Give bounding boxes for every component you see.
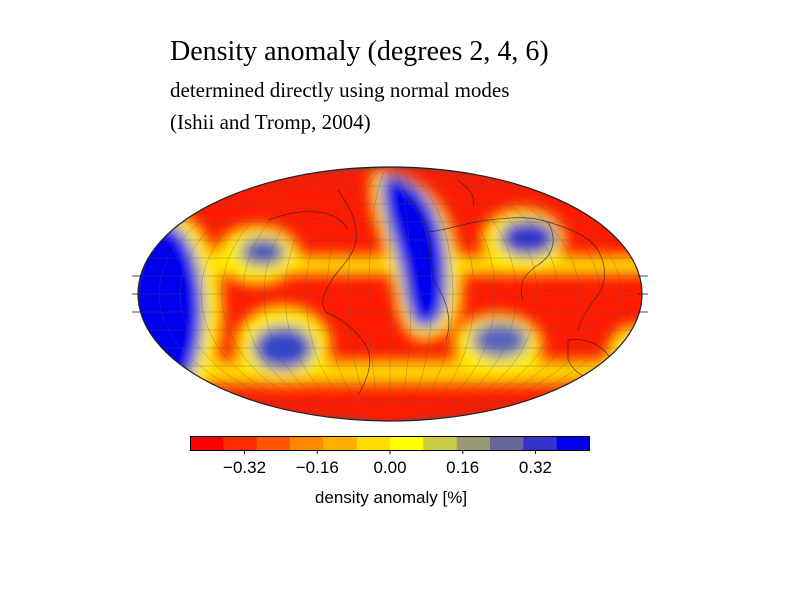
colorbar-swatch xyxy=(223,436,258,451)
map-graticule xyxy=(138,167,642,421)
density-anomaly-map xyxy=(132,166,648,422)
colorbar-swatch xyxy=(423,436,458,451)
figure-citation: (Ishii and Tromp, 2004) xyxy=(170,110,371,134)
colorbar-tick-label: 0.32 xyxy=(518,458,552,477)
map-edge-ticks xyxy=(132,275,648,313)
colorbar-swatch xyxy=(556,436,590,451)
colorbar-tick-label: 0.00 xyxy=(373,458,407,477)
colorbar-swatch xyxy=(256,436,291,451)
colorbar-label: density anomaly [%] xyxy=(314,488,468,507)
colorbar-swatch xyxy=(390,436,424,451)
map-coastlines xyxy=(267,179,612,396)
colorbar xyxy=(190,436,590,454)
anomaly-field xyxy=(138,167,642,421)
colorbar-swatch xyxy=(490,436,524,451)
colorbar-swatch xyxy=(356,436,391,451)
colorbar-tick-label: 0.16 xyxy=(446,458,480,477)
figure-title: Density anomaly (degrees 2, 4, 6) xyxy=(170,36,549,67)
colorbar-swatch xyxy=(456,436,491,451)
colorbar-swatch xyxy=(290,436,324,451)
colorbar-tick-label: −0.32 xyxy=(223,458,267,477)
colorbar-tick-label: −0.16 xyxy=(295,458,339,477)
figure-subtitle: determined directly using normal modes xyxy=(170,78,510,102)
colorbar-swatch xyxy=(190,436,224,451)
colorbar-swatch xyxy=(323,436,358,451)
colorbar-swatch xyxy=(523,436,558,451)
